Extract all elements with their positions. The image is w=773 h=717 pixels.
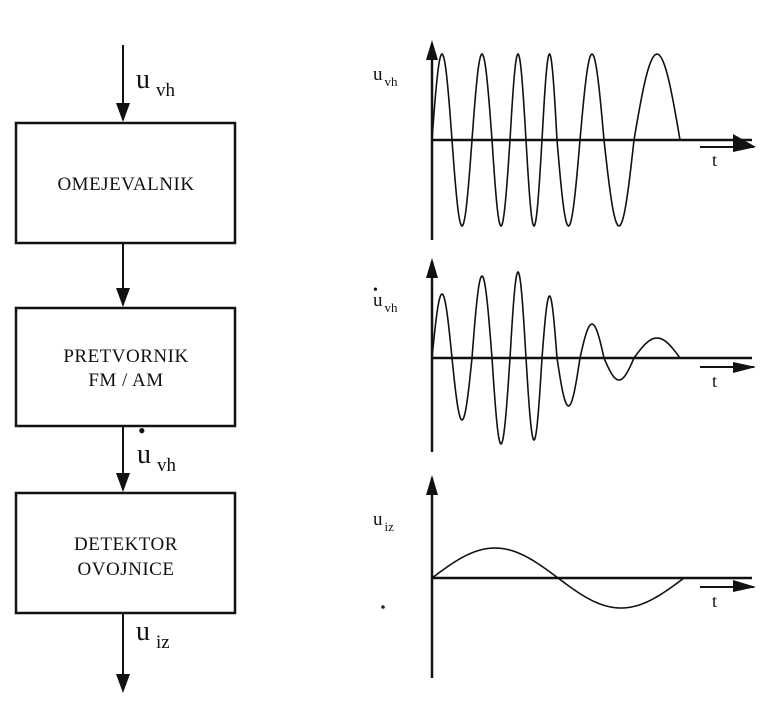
derivative-dot: • bbox=[138, 418, 146, 443]
plot-middle-x-label: t bbox=[712, 371, 717, 391]
plot-top-x-label: t bbox=[712, 150, 717, 170]
limiter-label: OMEJEVALNIK bbox=[57, 174, 194, 195]
converter-label-line1: PRETVORNIK bbox=[63, 346, 188, 367]
plot-middle-dot: • bbox=[373, 283, 378, 298]
plot-middle-y-arrowhead bbox=[426, 258, 438, 278]
plot-middle-y-label: u vh bbox=[373, 290, 398, 315]
block-diagram: u vh OMEJEVALNIK PRETVORNIK FM / AM u vh •… bbox=[14, 45, 237, 693]
detector-block bbox=[14, 491, 237, 615]
scan-speck bbox=[381, 605, 385, 609]
plot-bottom-waveform bbox=[431, 547, 685, 609]
detector-label-line2: OVOJNICE bbox=[78, 559, 175, 580]
plot-middle-waveform bbox=[431, 270, 681, 446]
limiter-to-converter-arrowhead bbox=[116, 288, 130, 307]
output-arrowhead bbox=[116, 674, 130, 693]
plot-top-x-arrowhead bbox=[733, 134, 756, 152]
plot-top-y-arrowhead bbox=[426, 40, 438, 60]
plot-bottom: u iz t bbox=[373, 475, 756, 678]
plot-top-y-label: u vh bbox=[373, 64, 398, 89]
detector-label-line1: DETEKTOR bbox=[74, 534, 178, 555]
plot-bottom-x-label: t bbox=[712, 591, 717, 611]
plot-middle: u vh • t bbox=[373, 258, 756, 452]
plot-top-waveform bbox=[431, 52, 681, 228]
converter-block bbox=[14, 306, 237, 428]
input-signal-label: u vh bbox=[136, 64, 176, 101]
limiter-block bbox=[14, 121, 237, 245]
derivative-signal-label: u vh bbox=[137, 439, 177, 476]
input-arrowhead bbox=[116, 103, 130, 122]
plot-bottom-y-arrowhead bbox=[426, 475, 438, 495]
plot-bottom-y-label: u iz bbox=[373, 509, 394, 534]
output-signal-label: u iz bbox=[136, 616, 170, 653]
converter-to-detector-arrowhead bbox=[116, 473, 130, 492]
plot-top: u vh t bbox=[373, 40, 756, 240]
converter-label-line2: FM / AM bbox=[88, 370, 163, 391]
